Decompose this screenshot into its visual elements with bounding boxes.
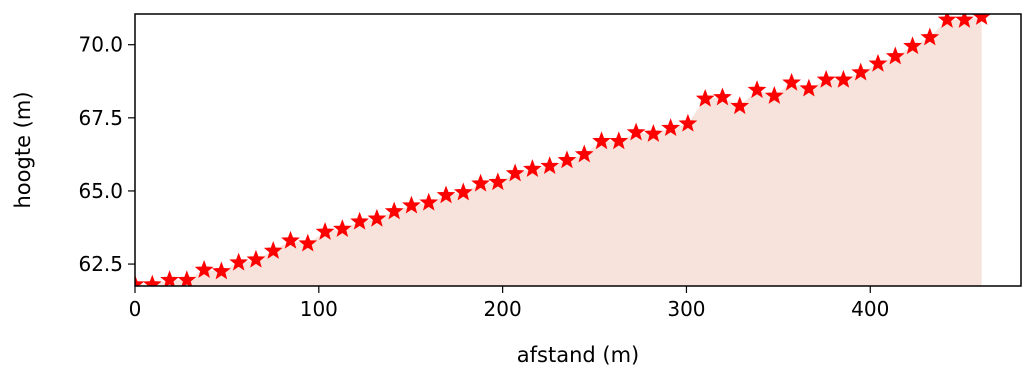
- plot-area: [135, 14, 991, 286]
- plot-frame: [134, 13, 1022, 287]
- x-tick-label: 200: [484, 297, 522, 321]
- data-point: [557, 150, 577, 169]
- data-point: [661, 118, 681, 137]
- data-point: [194, 260, 214, 278]
- data-point: [384, 201, 404, 220]
- data-point: [488, 172, 508, 191]
- data-point: [747, 80, 767, 99]
- x-axis-label: afstand (m): [517, 343, 639, 367]
- y-tick-label: 62.5: [78, 252, 123, 276]
- data-point: [851, 62, 871, 81]
- data-point: [142, 274, 162, 286]
- x-tick-label: 400: [851, 297, 889, 321]
- data-point: [644, 124, 663, 142]
- data-point: [678, 113, 698, 132]
- y-tick-label: 70.0: [78, 33, 123, 57]
- data-point: [592, 131, 611, 150]
- y-axis-label: hoogte (m): [11, 91, 35, 208]
- data-point: [315, 222, 335, 240]
- data-point: [367, 208, 387, 227]
- data-point: [135, 274, 145, 286]
- data-point: [523, 159, 542, 177]
- data-point: [764, 86, 784, 104]
- data-point: [937, 14, 957, 28]
- data-point: [436, 185, 456, 204]
- data-point: [885, 46, 905, 65]
- data-point: [626, 122, 646, 141]
- y-tick-label: 67.5: [78, 106, 123, 130]
- x-tick-label: 300: [667, 297, 705, 321]
- data-point: [695, 88, 715, 107]
- data-point: [868, 53, 888, 72]
- data-point: [816, 69, 836, 88]
- data-point: [263, 241, 283, 259]
- x-tick-label: 100: [300, 297, 338, 321]
- data-point: [471, 173, 490, 192]
- data-point: [713, 87, 732, 106]
- data-point: [212, 261, 231, 280]
- data-point: [782, 72, 801, 91]
- x-axis-ticks: 0 100 200 300 400: [129, 286, 889, 321]
- data-point: [903, 36, 922, 55]
- data-point: [350, 211, 369, 230]
- data-point: [177, 270, 197, 286]
- data-point: [920, 27, 940, 46]
- data-point: [574, 144, 594, 163]
- data-point: [281, 230, 300, 249]
- data-point: [540, 156, 560, 175]
- elevation-area: [135, 16, 982, 286]
- data-point: [229, 252, 249, 271]
- data-point: [402, 195, 421, 214]
- data-point: [298, 233, 318, 252]
- data-point: [730, 96, 750, 115]
- data-point: [955, 14, 974, 28]
- data-point: [246, 249, 266, 268]
- data-point: [505, 163, 525, 182]
- data-point: [834, 69, 853, 88]
- x-tick-label: 0: [129, 297, 142, 321]
- data-point: [609, 131, 629, 150]
- data-point: [799, 78, 819, 97]
- y-axis-ticks: 62.5 65.0 67.5 70.0: [78, 33, 135, 276]
- data-point: [419, 192, 439, 211]
- data-point: [332, 219, 352, 237]
- data-point: [160, 270, 179, 286]
- y-tick-label: 65.0: [78, 179, 123, 203]
- data-point: [453, 182, 473, 201]
